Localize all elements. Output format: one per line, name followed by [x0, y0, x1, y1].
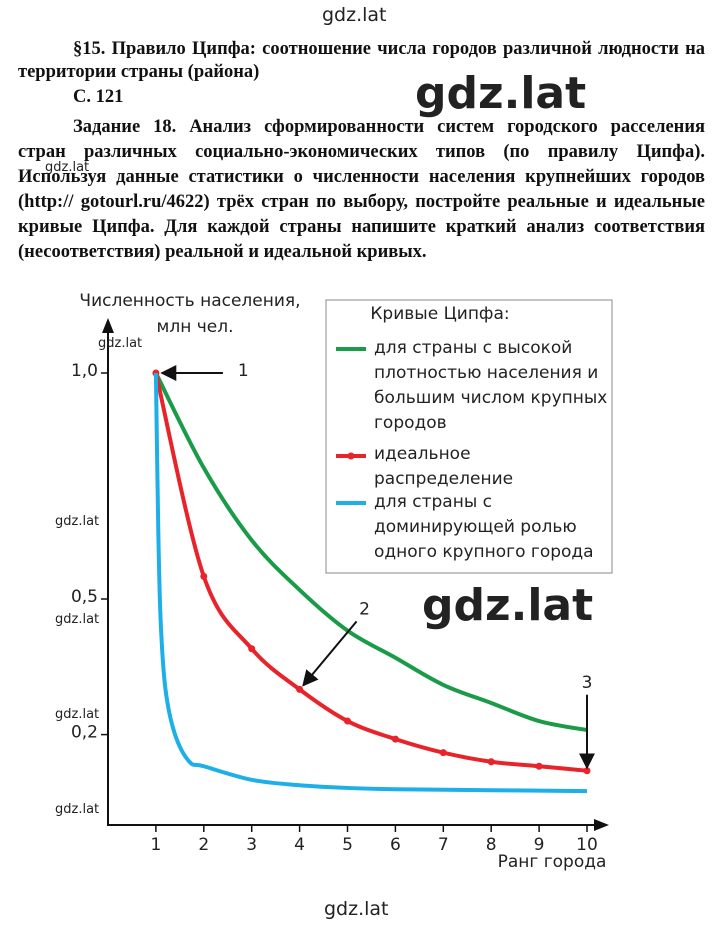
x-tick-label: 8 — [486, 835, 497, 855]
task-text: Задание 18. Анализ сформированности сист… — [18, 117, 705, 262]
x-arrow — [594, 819, 609, 831]
point — [391, 735, 399, 743]
annotation-arrow — [302, 620, 358, 687]
y-label: Численность населения, — [79, 291, 300, 311]
x-tick-label: 4 — [294, 835, 305, 855]
point — [535, 762, 543, 770]
x-tick-label: 3 — [246, 835, 257, 855]
y-tick-label: 0,2 — [71, 723, 98, 743]
x-tick-label: 5 — [342, 835, 353, 855]
y-unit: млн чел. — [157, 317, 234, 337]
point — [200, 572, 208, 580]
watermark: gdz.lat — [45, 160, 90, 175]
series-line — [153, 372, 588, 794]
x-tick-label: 6 — [390, 835, 401, 855]
point — [248, 645, 256, 653]
point — [583, 767, 591, 775]
point — [296, 685, 304, 693]
watermark: gdz.lat — [55, 802, 100, 817]
annotation-label: 1 — [238, 361, 249, 381]
page-ref: С. 121 — [73, 87, 124, 107]
watermark: gdz.lat — [322, 4, 387, 26]
point — [344, 717, 351, 725]
watermark: gdz.lat — [55, 707, 100, 722]
x-tick-label: 1 — [150, 835, 161, 855]
x-tick-label: 7 — [438, 835, 449, 855]
x-tick-label: 2 — [198, 835, 209, 855]
annotation-label: 2 — [359, 599, 370, 619]
legend-entry: идеальное распределение — [374, 444, 514, 489]
legend-marker — [347, 452, 355, 460]
watermark: gdz.lat — [98, 336, 143, 351]
series-line — [154, 372, 588, 733]
x-label: Ранг города — [498, 852, 607, 872]
legend-entry: для страны с доминирующей ролью одного к… — [374, 492, 594, 562]
point — [487, 758, 495, 766]
annotation-label: 3 — [582, 673, 593, 693]
watermark: gdz.lat — [415, 68, 587, 119]
watermark: gdz.lat — [55, 612, 100, 627]
watermark: gdz.lat — [422, 580, 594, 631]
watermark: gdz.lat — [324, 898, 389, 920]
x-tick-label: 10 — [576, 835, 598, 855]
point — [439, 749, 447, 757]
y-arrow — [102, 318, 114, 333]
section-title: §15. Правило Ципфа: соотношение числа го… — [18, 39, 705, 82]
legend-box — [325, 299, 613, 574]
legend-entry: для страны с высокой плотностью населени… — [374, 338, 608, 433]
y-tick-label: 0,5 — [71, 587, 98, 607]
watermark: gdz.lat — [55, 514, 100, 529]
legend-title: Кривые Ципфа: — [370, 304, 509, 324]
y-tick-label: 1,0 — [71, 361, 98, 381]
x-tick-label: 9 — [534, 835, 545, 855]
